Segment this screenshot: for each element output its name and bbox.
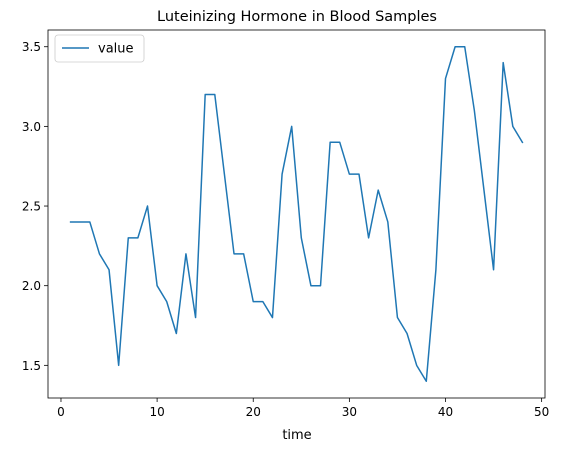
x-tick-label: 20 — [246, 405, 261, 419]
legend: value — [54, 34, 145, 63]
x-axis-label: time — [282, 428, 311, 443]
y-tick-label: 2.5 — [22, 200, 41, 214]
x-tick-label: 40 — [438, 405, 453, 419]
x-tick-label: 30 — [342, 405, 357, 419]
y-tick-label: 2.0 — [22, 279, 41, 293]
y-tick-label: 1.5 — [22, 359, 41, 373]
chart-title: Luteinizing Hormone in Blood Samples — [157, 9, 437, 25]
x-tick-label: 50 — [534, 405, 549, 419]
plot-frame — [47, 29, 546, 399]
plot-area — [48, 30, 545, 398]
legend-label: value — [98, 42, 134, 57]
series-layer — [69, 45, 524, 383]
x-tick-label: 10 — [149, 405, 164, 419]
y-tick-label: 3.0 — [22, 120, 41, 134]
ticks-layer: 0 10 20 30 40 50 1.5 2.0 2.5 3.0 3.5 — [22, 40, 549, 419]
x-tick-label: 0 — [57, 405, 65, 419]
y-tick-label: 3.5 — [22, 40, 41, 54]
legend-frame — [54, 34, 145, 63]
series-line-value — [69, 45, 524, 383]
